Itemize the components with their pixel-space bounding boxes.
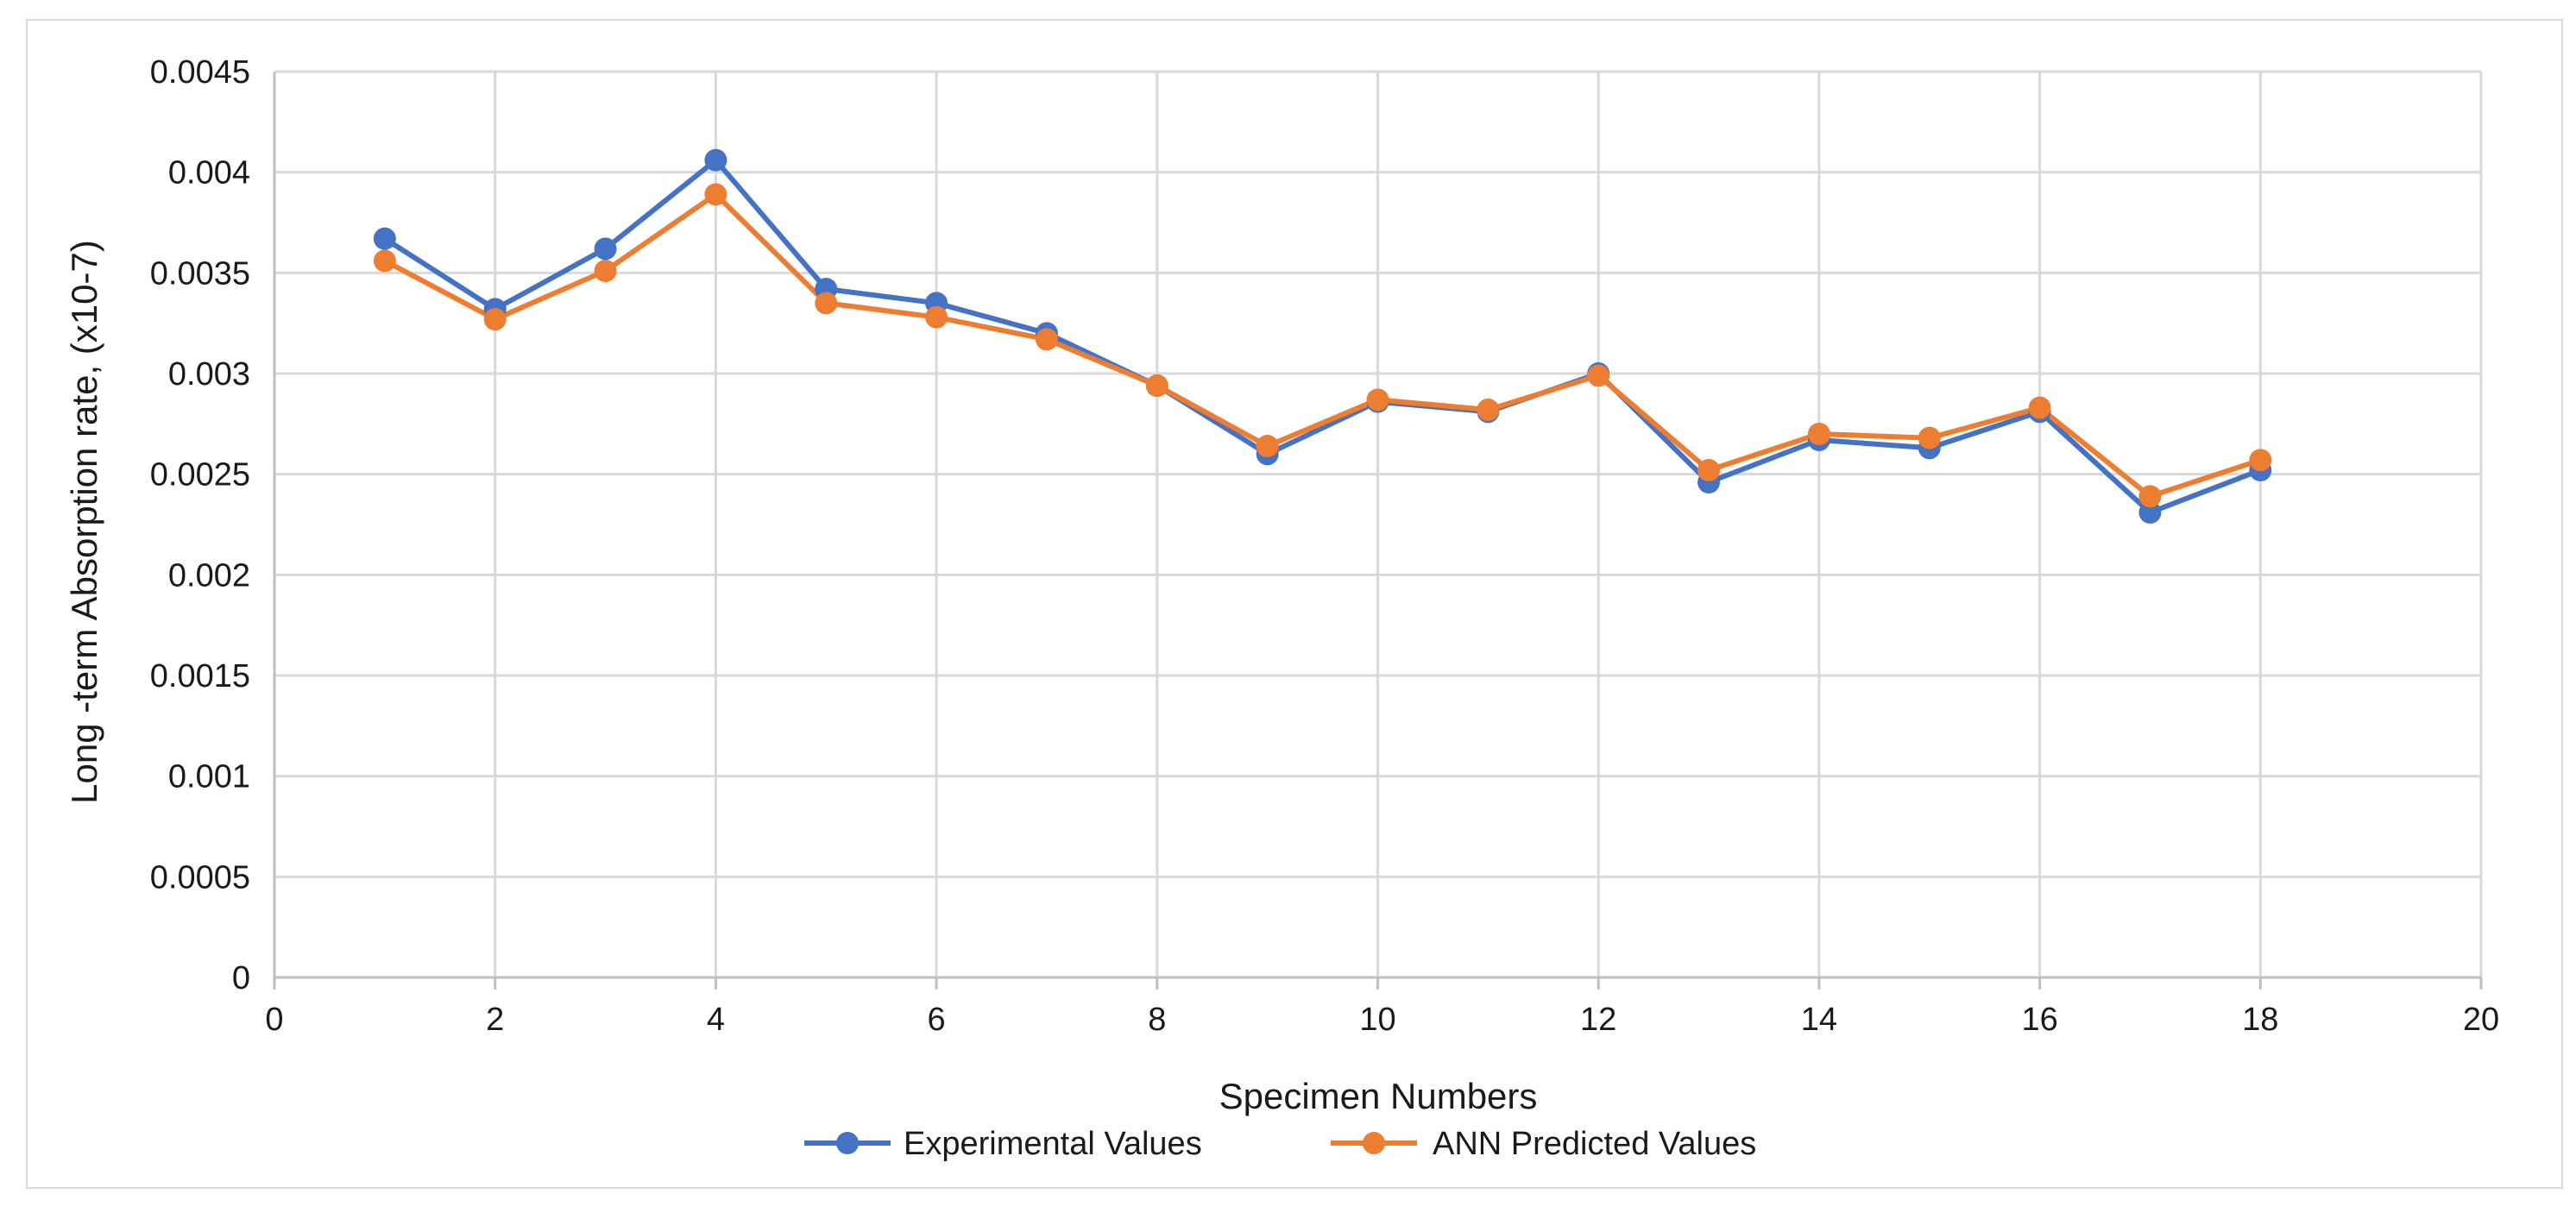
data-point (373, 249, 396, 273)
data-point (704, 148, 727, 172)
data-point (483, 308, 507, 330)
y-axis-title: Long -term Absorption rate, (x10-7) (64, 240, 104, 804)
data-point (1697, 459, 1721, 481)
data-point (925, 305, 948, 329)
series-line-1 (381, 192, 2264, 500)
data-point (1256, 435, 1279, 457)
data-point (704, 183, 727, 206)
x-tick-label: 16 (2021, 1002, 2057, 1038)
legend-marker-experimental (836, 1132, 859, 1154)
axes (273, 72, 2483, 990)
x-tick-label: 6 (928, 1002, 946, 1038)
legend-marker-ann-predicted (1363, 1132, 1385, 1154)
data-point (594, 260, 617, 282)
data-point (1035, 328, 1058, 351)
y-tick-label: 0.001 (168, 759, 250, 795)
legend-label-ann-predicted: ANN Predicted Values (1433, 1126, 1756, 1162)
data-point (373, 227, 396, 250)
x-tick-label: 12 (1580, 1002, 1616, 1038)
legend-item-ann-predicted: ANN Predicted Values (1331, 1126, 1756, 1162)
gridlines (274, 70, 2483, 977)
y-tick-label: 0.0025 (150, 457, 250, 493)
y-tick-label: 0.0005 (150, 859, 250, 895)
series-markers (373, 148, 2272, 524)
data-point (1587, 364, 1610, 387)
data-point (2138, 485, 2162, 508)
chart-frame (26, 19, 2563, 1189)
x-tick-label: 2 (486, 1002, 504, 1038)
y-tick-label: 0.0045 (150, 54, 250, 91)
legend-item-experimental: Experimental Values (804, 1126, 1202, 1162)
data-point (815, 292, 838, 315)
x-tick-label: 20 (2463, 1002, 2499, 1038)
y-tick-label: 0.003 (168, 356, 250, 393)
y-tick-label: 0.004 (168, 155, 250, 192)
x-tick-label: 4 (707, 1002, 725, 1038)
series-line-0 (381, 157, 2264, 515)
y-tick-label: 0.002 (168, 557, 250, 594)
data-point (1918, 426, 1941, 449)
data-point (1366, 388, 1389, 412)
data-point (2028, 396, 2051, 419)
series-lines (381, 157, 2264, 515)
x-tick-label: 18 (2242, 1002, 2278, 1038)
x-tick-label: 8 (1148, 1002, 1166, 1038)
data-point (2138, 501, 2162, 524)
x-tick-label: 0 (265, 1002, 283, 1038)
x-tick-label: 10 (1359, 1002, 1395, 1038)
y-tick-label: 0 (232, 960, 250, 996)
data-point (1477, 399, 1500, 421)
y-tick-label: 0.0015 (150, 658, 250, 694)
tick-labels: 0 0.0005 0.001 0.0015 0.002 0.0025 0.003 0.0035… (150, 54, 2499, 1038)
data-point (2249, 449, 2272, 472)
x-axis-title: Specimen Numbers (1219, 1076, 1538, 1116)
x-tick-label: 14 (1801, 1002, 1837, 1038)
legend: Experimental Values ANN Predicted Values (804, 1126, 1756, 1162)
data-point (1145, 374, 1168, 397)
legend-label-experimental: Experimental Values (904, 1126, 1202, 1162)
data-point (594, 237, 617, 261)
data-point (1807, 423, 1830, 445)
y-tick-label: 0.0035 (150, 255, 250, 292)
